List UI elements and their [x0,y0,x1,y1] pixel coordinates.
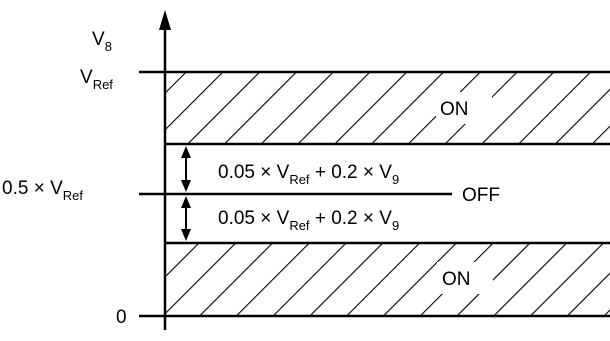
v8-axis-arrowhead [159,10,171,30]
upper-hysteresis-formula: 0.05 × VRef + 0.2 × V9 [218,162,399,187]
lower-on-band [165,243,610,316]
region-label-off: OFF [462,185,500,206]
level-label-half-vref: 0.5 × VRef [2,178,83,203]
level-label-vref: VRef [80,67,113,92]
region-label-lower-on: ON [442,269,471,290]
lower-hysteresis-arrow [181,196,191,241]
level-label-zero: 0 [116,307,127,328]
lower-hysteresis-formula: 0.05 × VRef + 0.2 × V9 [218,208,399,233]
upper-on-band [165,72,610,144]
upper-hysteresis-arrow [181,146,191,192]
region-label-upper-on: ON [440,99,469,120]
axis-label-v8: V8 [92,29,112,54]
